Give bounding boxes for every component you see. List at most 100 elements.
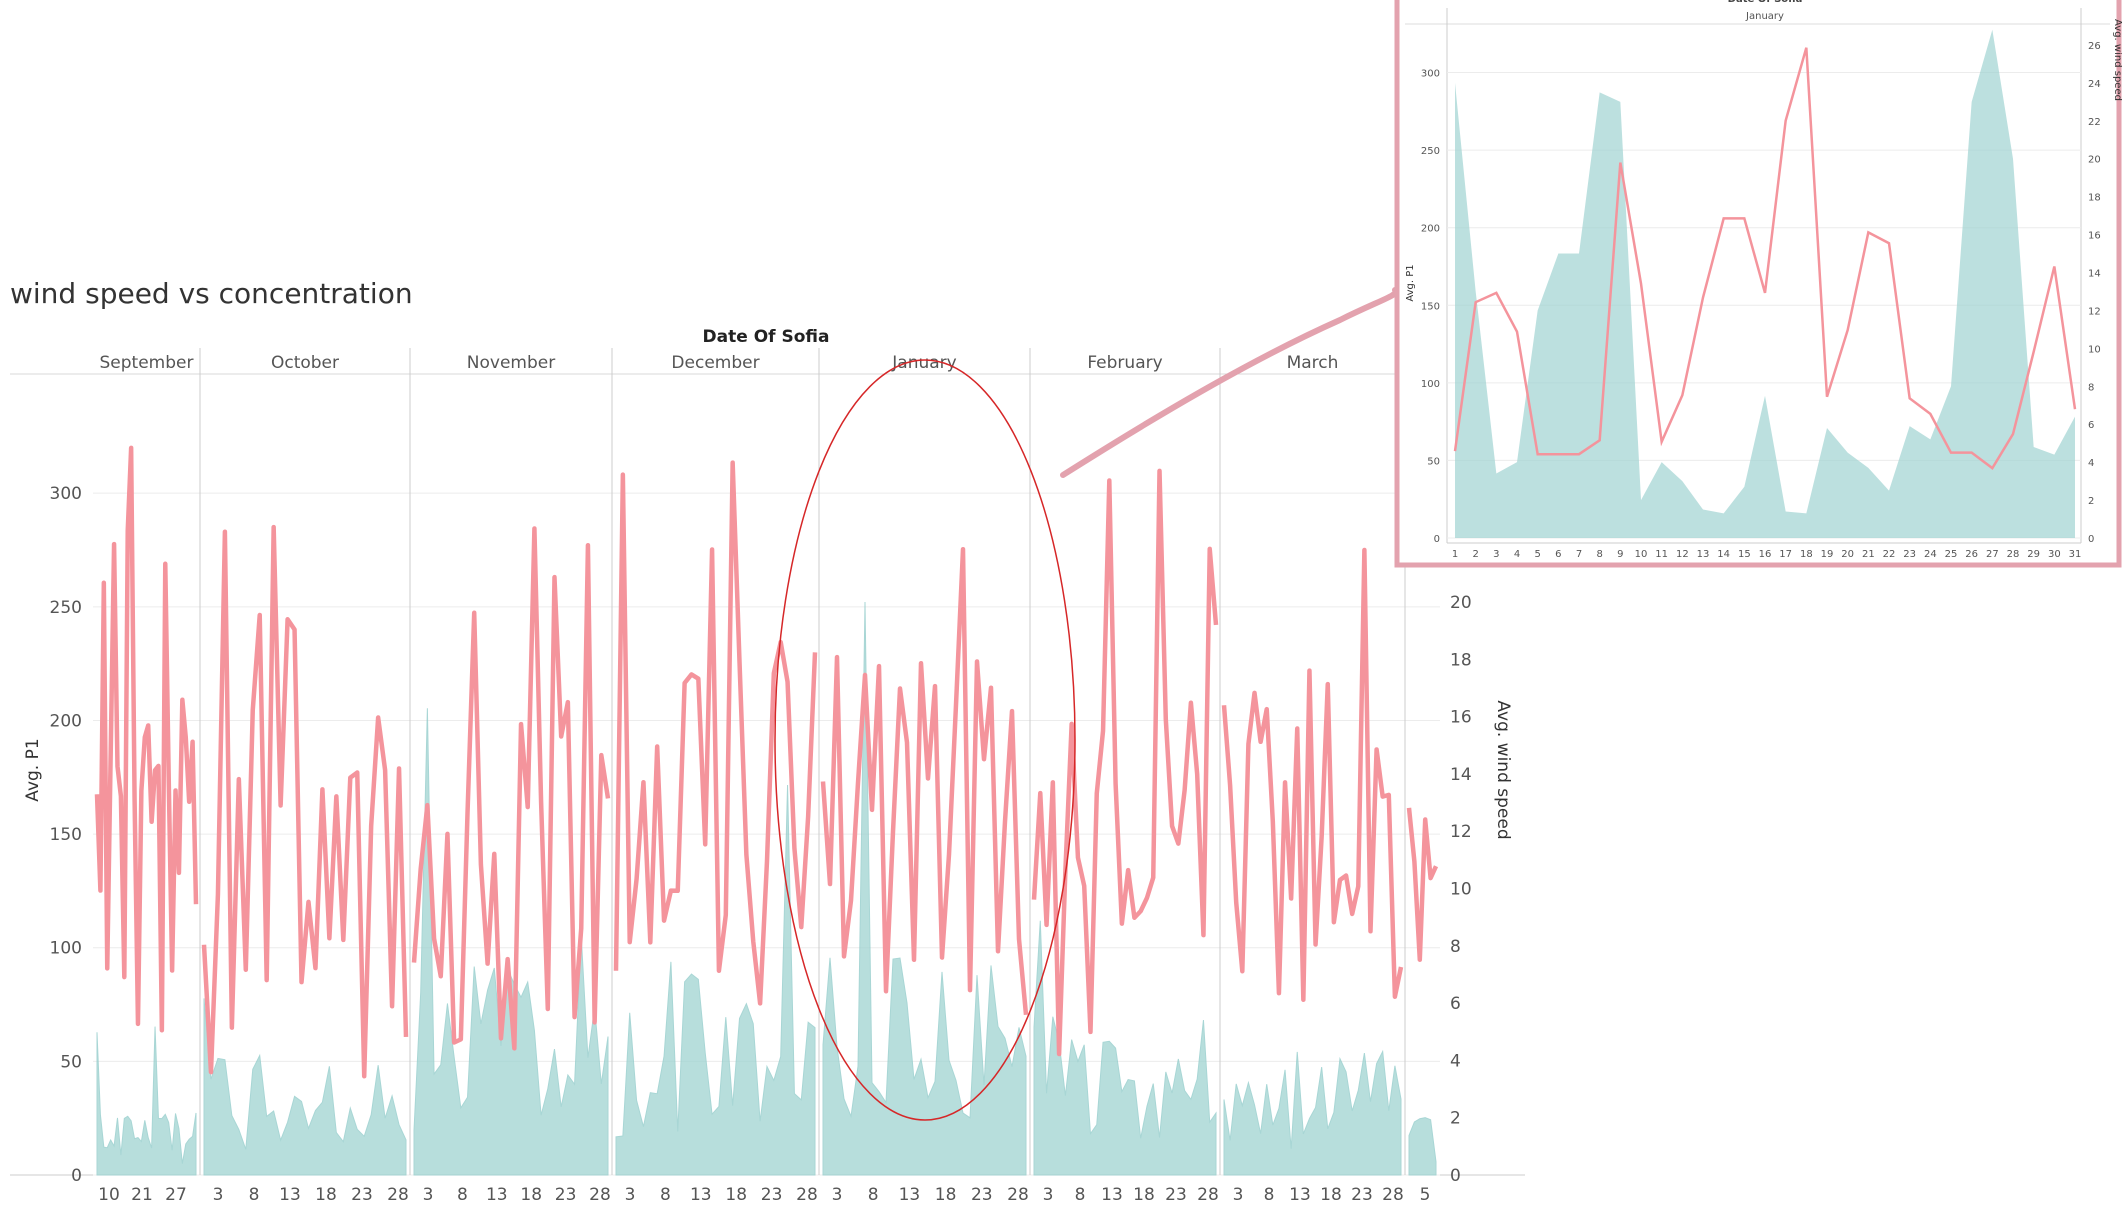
x-tick: 28 — [387, 1185, 409, 1205]
month-label: February — [1087, 353, 1162, 373]
inset-x-tick: 1 — [1452, 549, 1458, 560]
x-tick: 28 — [1382, 1185, 1404, 1205]
y-tick-right: 20 — [1450, 593, 1472, 613]
inset-y-tick-right: 20 — [2088, 155, 2101, 166]
x-tick: 8 — [249, 1185, 260, 1205]
y-tick-right: 8 — [1450, 937, 1461, 957]
wind-area-january — [822, 601, 1027, 1176]
y-tick-right: 18 — [1450, 650, 1472, 670]
inset-x-tick: 11 — [1655, 549, 1668, 560]
inset-x-tick: 30 — [2048, 549, 2061, 560]
inset-x-tick: 7 — [1576, 549, 1582, 560]
y-axis-label-left: Avg. P1 — [23, 738, 43, 801]
inset-x-tick: 29 — [2027, 549, 2040, 560]
y-tick-left: 250 — [50, 598, 82, 618]
y-tick-left: 50 — [60, 1052, 82, 1072]
x-tick: 18 — [935, 1185, 957, 1205]
inset-x-tick: 17 — [1779, 549, 1792, 560]
inset-y-tick-left: 150 — [1421, 301, 1440, 312]
y-tick-right: 12 — [1450, 822, 1472, 842]
x-tick: 13 — [1101, 1185, 1123, 1205]
month-label: September — [100, 353, 194, 373]
y-tick-right: 14 — [1450, 765, 1472, 785]
inset-y-tick-left: 50 — [1427, 456, 1440, 467]
inset-y-tick-right: 16 — [2088, 231, 2101, 242]
wind-area-september — [96, 1026, 197, 1176]
inset-x-tick: 2 — [1472, 549, 1478, 560]
inset-month-label: January — [1745, 11, 1784, 22]
x-tick: 23 — [351, 1185, 373, 1205]
inset-y-tick-right: 24 — [2088, 79, 2101, 90]
x-tick: 3 — [832, 1185, 843, 1205]
y-tick-right: 10 — [1450, 880, 1472, 900]
x-tick: 13 — [899, 1185, 921, 1205]
chart-title: wind speed vs concentration — [10, 277, 413, 310]
x-tick: 13 — [486, 1185, 508, 1205]
x-tick: 5 — [1420, 1185, 1431, 1205]
inset-y-tick-left: 300 — [1421, 69, 1440, 80]
inset-x-tick: 26 — [1965, 549, 1978, 560]
p1-line-february — [1031, 468, 1219, 1057]
x-tick: 8 — [868, 1185, 879, 1205]
inset-y-tick-left: 100 — [1421, 379, 1440, 390]
x-tick: 28 — [1197, 1185, 1219, 1205]
month-label: November — [467, 353, 555, 373]
x-tick: 18 — [1320, 1185, 1342, 1205]
y-tick-right: 6 — [1450, 994, 1461, 1014]
inset-x-tick: 21 — [1862, 549, 1875, 560]
inset-y-tick-right: 6 — [2088, 420, 2094, 431]
inset-y-tick-right: 10 — [2088, 344, 2101, 355]
inset-x-tick: 5 — [1534, 549, 1540, 560]
p1-line-november — [411, 526, 611, 1051]
x-tick: 8 — [1264, 1185, 1275, 1205]
x-tick: 27 — [165, 1185, 187, 1205]
highlight-ellipse — [774, 359, 1076, 1121]
x-tick: 3 — [1043, 1185, 1054, 1205]
p1-line-january — [820, 546, 1029, 1016]
wind-area-march — [1223, 1049, 1402, 1176]
inset-x-tick: 6 — [1555, 549, 1561, 560]
month-label: March — [1287, 353, 1339, 373]
inset-x-tick: 22 — [1883, 549, 1896, 560]
inset-header: Date Of Sofia — [1728, 0, 1803, 5]
inset-x-tick: 13 — [1697, 549, 1710, 560]
inset-y-tick-right: 14 — [2088, 269, 2101, 280]
inset-x-tick: 15 — [1738, 549, 1751, 560]
x-tick: 8 — [1075, 1185, 1086, 1205]
inset-x-tick: 12 — [1676, 549, 1689, 560]
inset-y-tick-right: 12 — [2088, 306, 2101, 317]
month-label: October — [271, 353, 339, 373]
inset-x-tick: 9 — [1617, 549, 1623, 560]
y-tick-left: 0 — [71, 1166, 82, 1186]
p1-line-april — [1406, 807, 1439, 962]
y-tick-right: 0 — [1450, 1166, 1461, 1186]
inset-y-tick-right: 8 — [2088, 382, 2094, 393]
inset-y-label-left: Avg. P1 — [1405, 264, 1416, 301]
inset-chart: Date Of Sofia January 0 50 100 150 200 250 300 0 2… — [1394, 0, 2122, 568]
x-tick: 3 — [423, 1185, 434, 1205]
p1-line-march — [1221, 547, 1404, 1002]
inset-x-tick: 3 — [1493, 549, 1499, 560]
x-tick: 21 — [131, 1185, 153, 1205]
x-tick: 18 — [1133, 1185, 1155, 1205]
y-tick-right: 2 — [1450, 1109, 1461, 1129]
x-axis-header: Date Of Sofia — [703, 327, 830, 347]
inset-x-tick: 23 — [1903, 549, 1916, 560]
y-tick-left: 100 — [50, 939, 82, 959]
x-tick: 13 — [690, 1185, 712, 1205]
x-tick: 3 — [625, 1185, 636, 1205]
inset-x-tick: 27 — [1986, 549, 1999, 560]
y-tick-right: 16 — [1450, 708, 1472, 728]
inset-x-tick: 8 — [1596, 549, 1602, 560]
x-tick: 23 — [971, 1185, 993, 1205]
x-tick: 18 — [315, 1185, 337, 1205]
wind-area-february — [1033, 920, 1217, 1176]
callout-connector — [1060, 287, 1399, 478]
wind-area-october — [203, 998, 407, 1176]
x-tick: 18 — [725, 1185, 747, 1205]
inset-x-tick: 31 — [2069, 549, 2082, 560]
main-chart: Date Of Sofia050100150200250300024681012… — [10, 287, 1525, 1205]
x-tick: 8 — [457, 1185, 468, 1205]
y-tick-right: 4 — [1450, 1051, 1461, 1071]
